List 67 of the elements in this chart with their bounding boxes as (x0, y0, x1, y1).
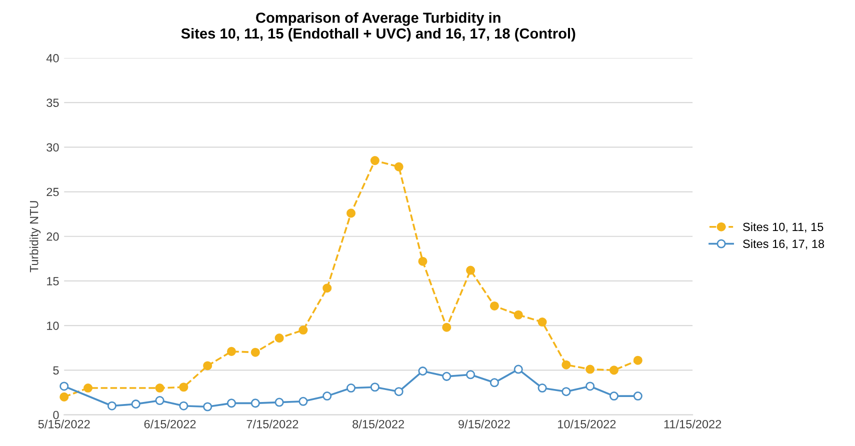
point (60, 382, 69, 391)
point (633, 392, 642, 401)
point (226, 346, 236, 356)
point (562, 360, 571, 370)
point (322, 284, 332, 293)
point (490, 378, 499, 388)
x-tick-label: 9/15/2022 (458, 420, 510, 428)
point (226, 398, 236, 408)
point (250, 348, 260, 357)
point (442, 322, 452, 332)
point (609, 392, 619, 401)
point (84, 384, 93, 393)
y-tick-label: 5 (53, 366, 59, 375)
x-tick-label: 10/15/2022 (558, 420, 616, 428)
point (322, 392, 332, 401)
y-tick-label: 25 (46, 188, 59, 196)
chart-title: Comparison of Average Turbidity in Sites 10, 11, 15 (Endothall + UVC) and 16, 17, 18 (Control) (181, 12, 576, 42)
point (274, 334, 284, 343)
point (442, 372, 452, 381)
point (633, 356, 642, 365)
point (514, 310, 523, 320)
point (538, 384, 547, 393)
y-tick-label: 20 (46, 232, 59, 241)
point (538, 318, 547, 327)
point (298, 326, 308, 335)
y-axis-title: Turbidity NTU (30, 201, 41, 272)
legend-label: Sites 16, 17, 18 (743, 239, 824, 250)
point (274, 398, 284, 407)
y-tick-label: 30 (46, 143, 59, 152)
point (298, 396, 308, 406)
point (203, 402, 212, 412)
point (179, 401, 188, 410)
y-tick-label: 0 (53, 410, 59, 420)
y-tick-label: 40 (46, 54, 59, 62)
point (586, 382, 595, 391)
x-tick-label: 6/15/2022 (144, 420, 196, 428)
point (370, 156, 380, 166)
point (418, 366, 428, 376)
point (562, 387, 571, 396)
legend-label: Sites 10, 11, 15 (743, 222, 824, 232)
point (60, 392, 69, 402)
point (514, 364, 523, 374)
x-tick-label: 8/15/2022 (352, 420, 404, 428)
y-tick-label: 35 (46, 98, 59, 107)
point (155, 384, 164, 393)
point (346, 208, 356, 218)
point (490, 301, 499, 310)
point (250, 398, 260, 408)
point (586, 364, 595, 374)
point (418, 256, 428, 266)
y-tick-label: 10 (47, 322, 59, 330)
point (107, 401, 116, 410)
x-tick-label: 5/15/2022 (38, 420, 90, 428)
point (131, 400, 140, 409)
point (155, 396, 164, 406)
point (346, 384, 356, 393)
point (394, 162, 404, 172)
y-tick-label: 15 (47, 277, 59, 286)
x-tick-label: 7/15/2022 (246, 420, 298, 428)
point (203, 361, 212, 370)
point (466, 266, 476, 275)
point (609, 366, 619, 375)
x-tick-label: 11/15/2022 (664, 420, 722, 428)
point (179, 382, 188, 392)
point (370, 382, 380, 392)
point (394, 387, 404, 396)
point (466, 370, 476, 380)
